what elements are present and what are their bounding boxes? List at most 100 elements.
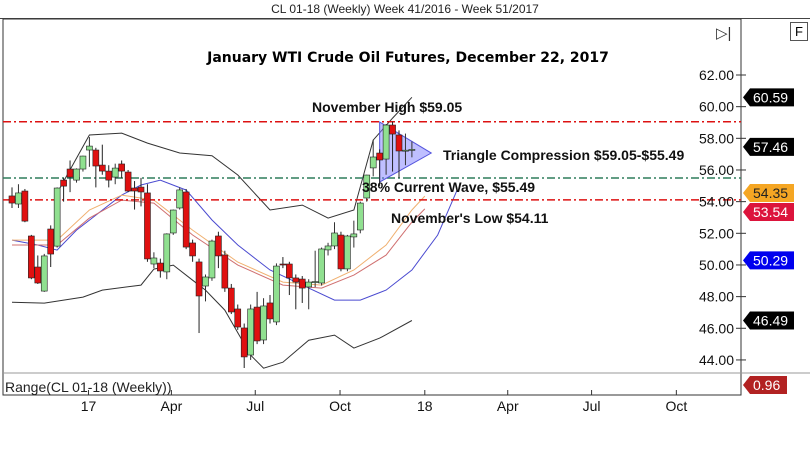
candle-body xyxy=(131,187,138,192)
y-tick-label: 50.00 xyxy=(699,257,734,273)
candle-body xyxy=(66,168,74,178)
candle xyxy=(195,258,203,334)
x-tick-label: Oct xyxy=(329,398,351,414)
price-tag: 54.35 xyxy=(743,184,794,203)
candle-body xyxy=(253,306,261,342)
lower-bollinger-band xyxy=(11,264,413,369)
candle xyxy=(402,133,409,166)
candle xyxy=(298,276,306,303)
y-tick-label: 44.00 xyxy=(699,352,734,368)
price-tag-value: 54.35 xyxy=(753,185,788,201)
candle-body xyxy=(402,149,409,152)
candle-body xyxy=(60,179,67,187)
y-tick-label: 46.00 xyxy=(699,320,734,336)
candle-body xyxy=(99,164,106,172)
candle xyxy=(382,124,390,175)
candle xyxy=(292,274,300,310)
candle-body xyxy=(169,209,177,234)
lower-panel-label: Range(CL 01-18 (Weekly)) xyxy=(5,379,172,395)
candle xyxy=(15,184,22,208)
candle xyxy=(163,233,171,280)
candle-body xyxy=(79,155,87,170)
x-tick-label: Apr xyxy=(161,398,183,414)
price-tag-value: 53.54 xyxy=(753,204,788,220)
candle xyxy=(253,291,261,345)
skip-to-end-icon[interactable]: ▷| xyxy=(716,25,732,42)
candle-body xyxy=(363,174,371,199)
candle xyxy=(124,169,132,193)
candle xyxy=(273,263,280,326)
candle-body xyxy=(324,245,332,251)
candle xyxy=(105,165,113,188)
candle xyxy=(337,231,345,272)
candle xyxy=(176,187,183,210)
candle xyxy=(221,250,229,292)
price-tag-value: 57.46 xyxy=(753,139,788,155)
candle xyxy=(202,274,209,302)
price-tag-value: 50.29 xyxy=(753,252,788,268)
candle-body xyxy=(215,235,222,257)
candle xyxy=(228,283,235,315)
candle xyxy=(350,220,358,248)
candle xyxy=(144,184,151,262)
candle-body xyxy=(208,240,216,279)
candle-body xyxy=(118,163,125,172)
x-tick-label: Apr xyxy=(497,398,519,414)
candle xyxy=(408,141,416,158)
candle-body xyxy=(350,233,358,238)
candle xyxy=(79,155,87,172)
candle xyxy=(182,188,190,250)
price-tag: 50.29 xyxy=(743,251,794,270)
candle xyxy=(131,181,138,210)
candle xyxy=(137,177,145,207)
range-tag: 0.96 xyxy=(743,376,787,394)
triangle-annotation: Triangle Compression $59.05-$55.49 xyxy=(443,147,684,163)
x-tick-label: 18 xyxy=(417,398,433,414)
x-tick-label: Oct xyxy=(665,398,687,414)
candle-body xyxy=(286,263,293,279)
candle-body xyxy=(337,234,345,270)
price-tag-shape xyxy=(743,137,794,156)
candle-body xyxy=(228,287,235,313)
candle xyxy=(395,130,403,178)
y-tick-label: 52.00 xyxy=(699,225,734,241)
candle xyxy=(189,239,196,262)
f-button[interactable]: F xyxy=(790,22,808,41)
candle-body xyxy=(221,254,229,289)
candle-body xyxy=(305,281,313,288)
candle-body xyxy=(344,235,351,270)
candle-body xyxy=(311,281,319,283)
candle xyxy=(47,225,55,268)
candle xyxy=(111,163,119,185)
upper-bollinger-band xyxy=(56,96,413,219)
candle xyxy=(8,187,16,208)
level-annotation: November High $59.05 xyxy=(312,99,462,115)
price-tag-shape xyxy=(743,311,794,330)
candle xyxy=(318,247,325,286)
candle-body xyxy=(202,276,209,287)
price-tag: 46.49 xyxy=(743,311,794,330)
candle xyxy=(28,234,35,280)
price-tag: 53.54 xyxy=(743,203,794,222)
price-tag-shape xyxy=(743,184,794,203)
y-tick-label: 60.00 xyxy=(699,99,734,115)
candle xyxy=(356,201,364,234)
candle-body xyxy=(273,265,280,323)
candle-body xyxy=(189,242,196,257)
plot-frame xyxy=(2,18,742,396)
candle xyxy=(260,298,267,345)
candle-body xyxy=(124,171,132,192)
candle xyxy=(363,174,371,202)
price-tag-shape xyxy=(743,88,794,107)
y-tick-label: 58.00 xyxy=(699,130,734,146)
price-tag-shape xyxy=(743,251,794,270)
candle-body xyxy=(53,187,61,247)
candle xyxy=(279,257,287,269)
candle-body xyxy=(279,263,287,266)
price-tag-value: 46.49 xyxy=(753,313,788,329)
candle-body xyxy=(382,124,390,160)
candle-body xyxy=(234,308,242,328)
x-tick-label: Jul xyxy=(246,398,264,414)
price-tag: 57.46 xyxy=(743,137,794,156)
candle xyxy=(311,250,319,288)
